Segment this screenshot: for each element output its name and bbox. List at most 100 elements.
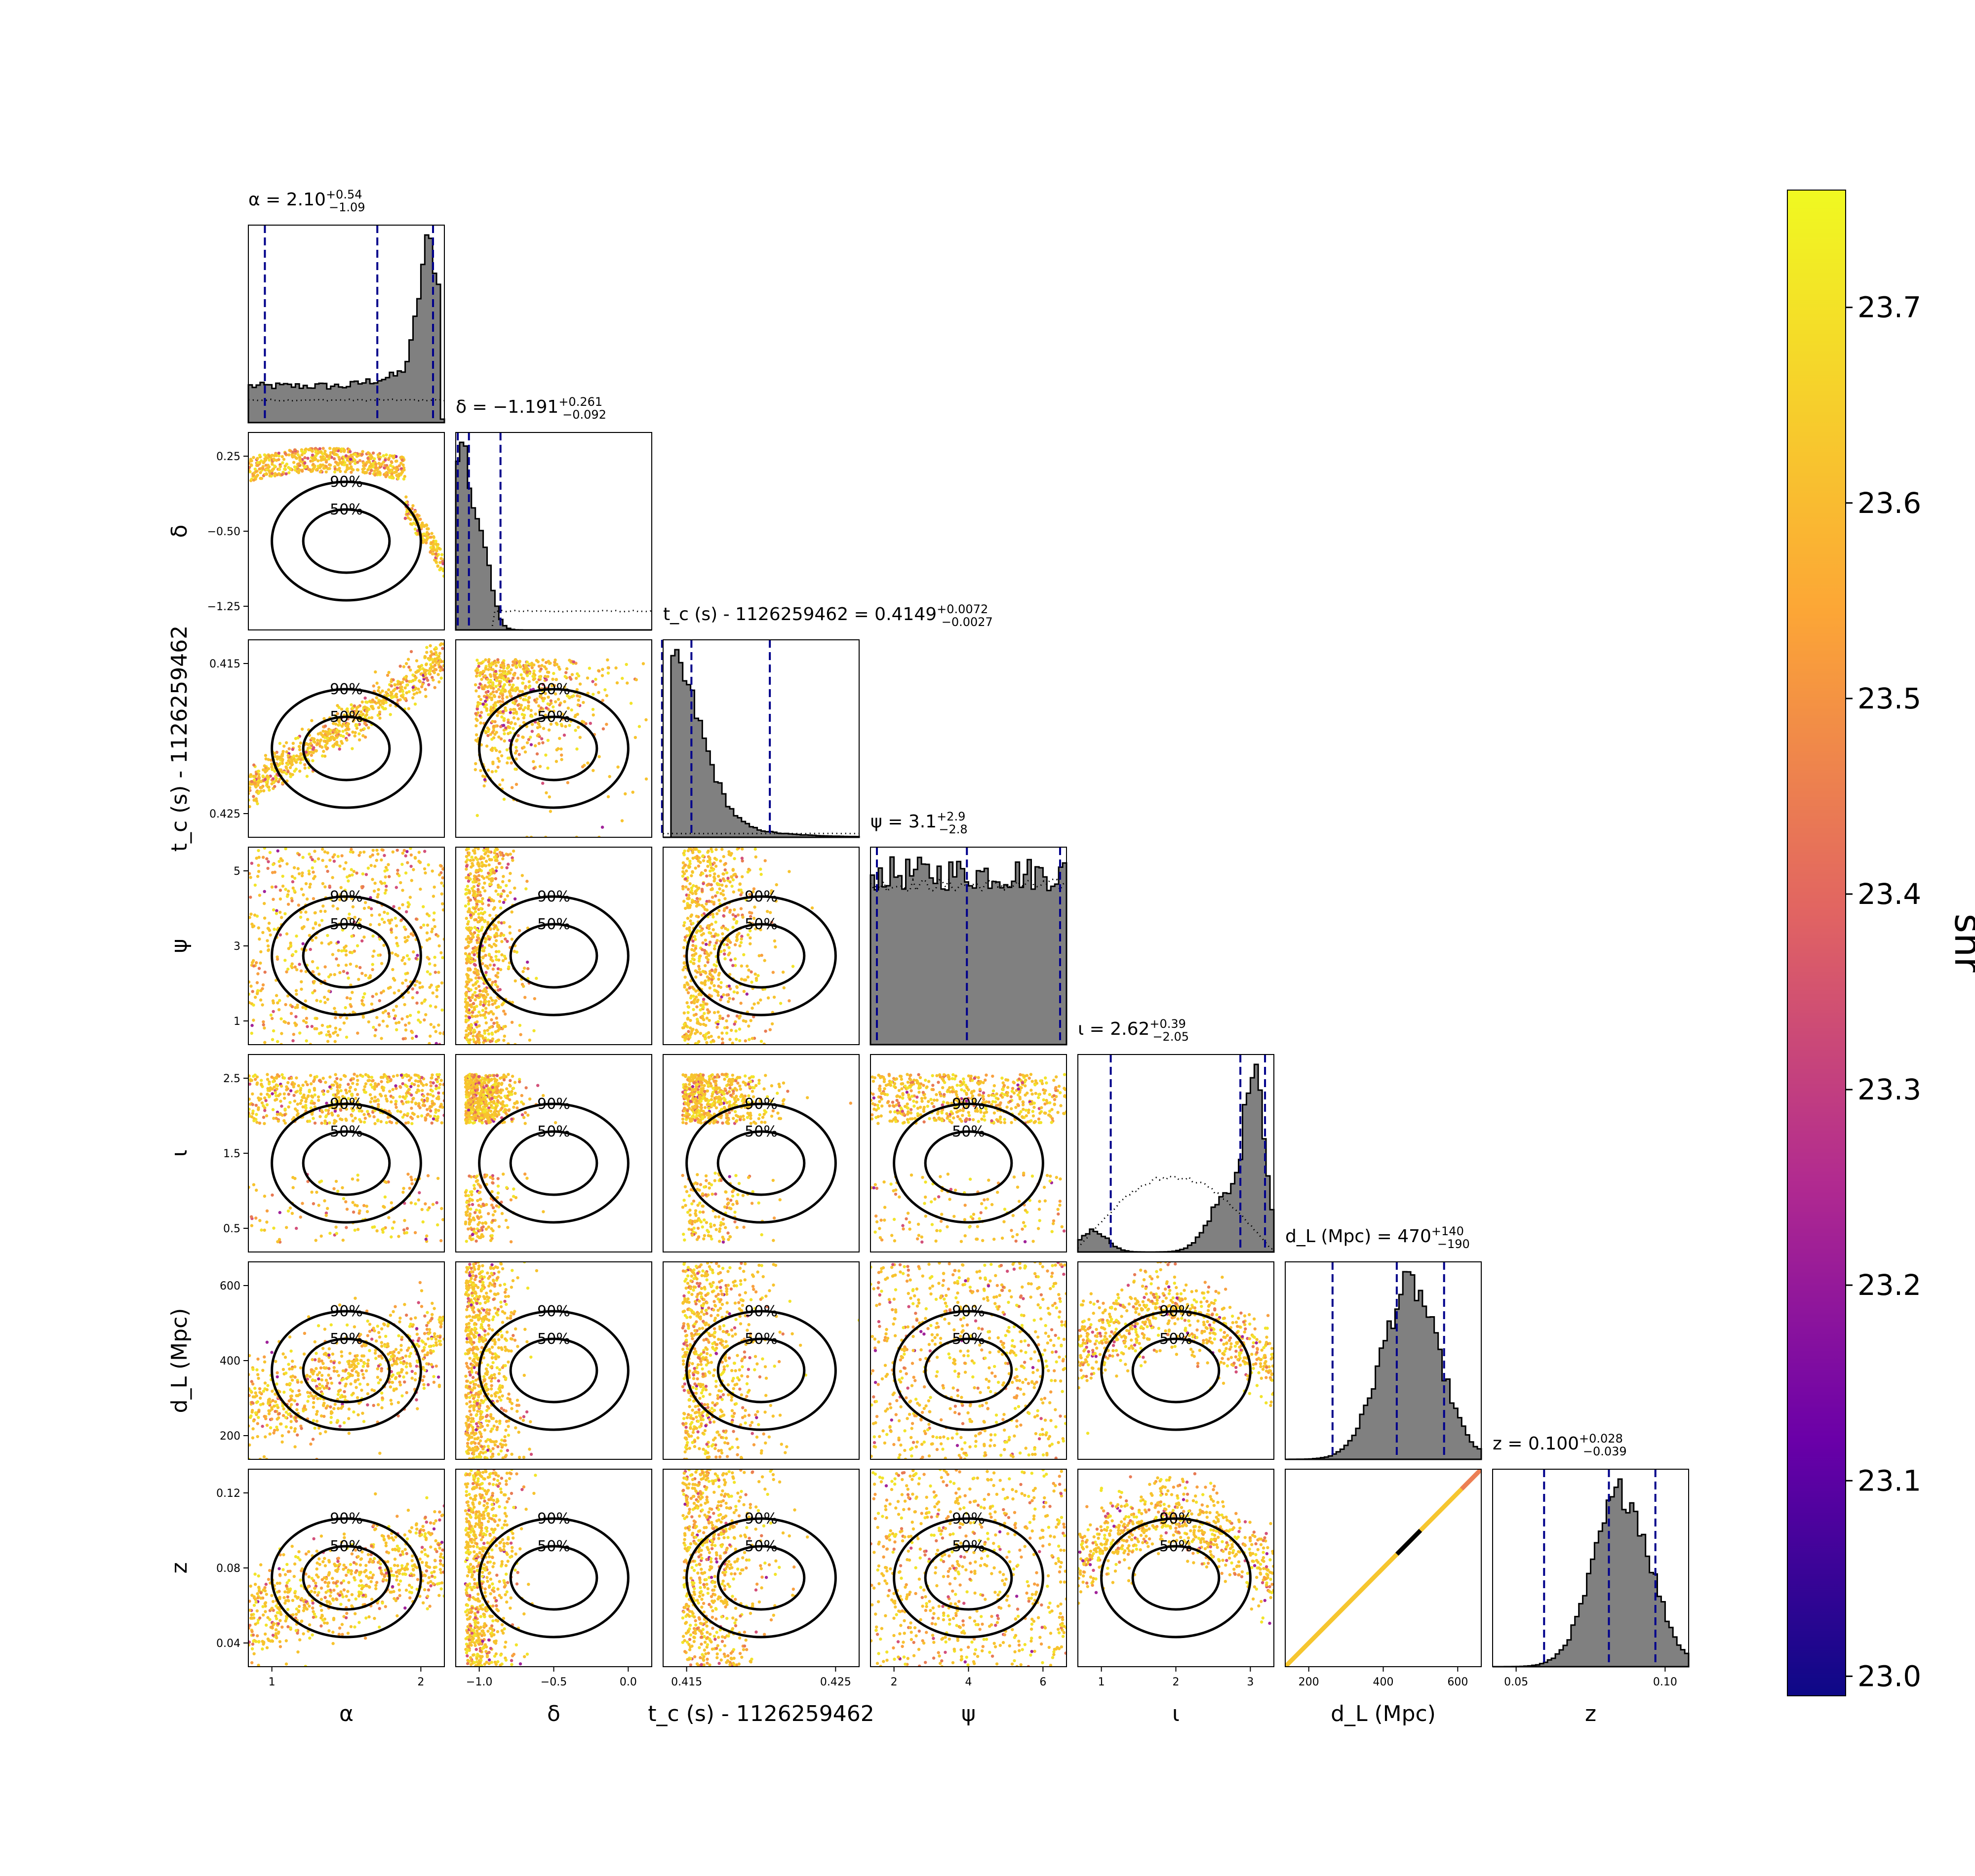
ytick-label-psi-2: 1 — [234, 1016, 240, 1028]
contour-50-3-6 — [924, 1545, 1013, 1611]
panel-frame-2-6 — [663, 1469, 860, 1667]
panel-frame-psi — [870, 847, 1067, 1045]
yaxis-label-tc: t_c (s) - 1126259462 — [167, 625, 192, 852]
title-tc: t_c (s) - 1126259462 = 0.4149+0.0072 −0.0… — [663, 602, 993, 629]
scatter-alpha-iota: 90% 50% — [248, 1072, 444, 1244]
ytick-label-delta-0: 0.25 — [216, 451, 240, 463]
panel-frame-1-5 — [455, 1261, 652, 1460]
colorbar-tick-label-6: 23.6 — [1857, 486, 1921, 520]
scatter-alpha-delta: 90% 50% — [248, 447, 444, 602]
xtick-label-dl-1: 400 — [1373, 1676, 1394, 1688]
contour-50-0-6 — [302, 1545, 391, 1611]
xtick-label-dl-0: 200 — [1299, 1676, 1319, 1688]
contour-90-0-1 — [271, 480, 422, 602]
contour-90-4-6 — [1100, 1517, 1252, 1639]
xtick-label-psi-1: 4 — [965, 1676, 972, 1688]
title-iota: ι = 2.62+0.39 −2.05 — [1078, 1017, 1189, 1044]
contour-label-90-4-6: 90% — [1159, 1510, 1192, 1527]
histogram-psi — [869, 856, 1067, 1046]
title-dl: d_L (Mpc) = 470+140 −190 — [1285, 1224, 1470, 1251]
ytick-label-iota-2: 0.5 — [223, 1223, 240, 1235]
xaxis-label-psi: ψ — [961, 1701, 976, 1726]
xtick-label-z-0: 0.05 — [1504, 1676, 1528, 1688]
contour-50-2-6 — [716, 1545, 806, 1611]
contour-50-2-4 — [716, 1130, 806, 1196]
prior-tc — [663, 832, 860, 835]
contour-label-50-2-4: 50% — [745, 1123, 778, 1140]
contour-50-3-4 — [924, 1130, 1013, 1196]
scatter-delta-iota: 90% 50% — [464, 1072, 630, 1244]
yaxis-label-z: z — [167, 1562, 192, 1573]
colorbar-tick-label-5: 23.5 — [1857, 682, 1921, 715]
ytick-label-psi-1: 3 — [234, 940, 240, 953]
contour-label-50-4-6: 50% — [1159, 1538, 1192, 1555]
histogram-tc — [663, 649, 860, 838]
contour-label-50-1-6: 50% — [537, 1538, 570, 1555]
panel-frame-2-3 — [663, 847, 860, 1045]
xtick-label-dl-2: 600 — [1447, 1676, 1468, 1688]
contour-label-90-1-6: 90% — [537, 1510, 570, 1527]
contour-90-3-5 — [893, 1310, 1044, 1431]
colorbar-tick-label-3: 23.3 — [1857, 1073, 1921, 1106]
contour-90-1-5 — [478, 1310, 630, 1431]
yaxis-label-iota: ι — [167, 1150, 192, 1157]
xaxis-label-z: z — [1585, 1701, 1596, 1726]
ytick-label-tc-0: 0.415 — [209, 658, 240, 670]
panel-frame-delta — [455, 432, 652, 630]
scatter-dl-z — [1285, 1469, 1481, 1667]
xaxis-label-delta: δ — [547, 1701, 560, 1726]
scatter-delta-psi: 90% 50% — [464, 847, 630, 1045]
contour-label-90-3-4: 90% — [952, 1095, 985, 1113]
xtick-label-z-1: 0.10 — [1653, 1676, 1677, 1688]
contour-label-90-1-3: 90% — [537, 888, 570, 905]
scatter-delta-z: 90% 50% — [464, 1469, 630, 1667]
colorbar-gradient — [1787, 190, 1846, 1696]
contour-90-2-3 — [685, 895, 837, 1016]
contour-label-50-2-6: 50% — [745, 1538, 778, 1555]
scatter-tc-psi: 90% 50% — [681, 847, 837, 1045]
contour-label-90-2-3: 90% — [745, 888, 778, 905]
panel-frame-0-2 — [248, 639, 445, 838]
scatter-tc-dl: 90% 50% — [681, 1262, 859, 1459]
contour-90-0-3 — [271, 895, 422, 1016]
scatter-alpha-tc: 90% 50% — [248, 642, 444, 809]
yaxis-label-dl: d_L (Mpc) — [167, 1308, 192, 1413]
contour-50-0-3 — [302, 923, 391, 989]
contour-90-3-4 — [893, 1102, 1044, 1224]
scatter-alpha-dl: 90% 50% — [248, 1281, 444, 1459]
contour-label-50-0-4: 50% — [330, 1123, 363, 1140]
ytick-label-dl-1: 400 — [220, 1355, 240, 1368]
contour-50-1-5 — [509, 1337, 598, 1404]
contour-label-50-1-4: 50% — [537, 1123, 570, 1140]
corner-panels: α = 2.10+0.54 −1.09 δ = −1.191+0.261 −0.092… — [167, 188, 1690, 1726]
ytick-label-dl-2: 200 — [220, 1430, 240, 1443]
xaxis-label-dl: d_L (Mpc) — [1331, 1701, 1436, 1726]
histogram-dl — [1285, 1271, 1482, 1460]
xtick-label-tc-0: 0.415 — [671, 1676, 702, 1688]
title-z: z = 0.100+0.028 −0.039 — [1493, 1432, 1627, 1458]
colorbar-tick-label-7: 23.7 — [1857, 291, 1921, 324]
histogram-alpha — [247, 234, 445, 424]
contour-50-4-5 — [1131, 1337, 1221, 1404]
contour-label-50-0-2: 50% — [330, 708, 363, 726]
contour-label-90-0-6: 90% — [330, 1510, 363, 1527]
ytick-label-dl-0: 600 — [220, 1280, 240, 1292]
xtick-label-delta-0: −1.0 — [466, 1676, 492, 1688]
histogram-z — [1493, 1478, 1690, 1668]
ytick-label-z-2: 0.04 — [216, 1638, 240, 1650]
xtick-label-iota-2: 3 — [1247, 1676, 1254, 1688]
ytick-label-psi-0: 5 — [234, 865, 240, 878]
ytick-label-iota-0: 2.5 — [223, 1073, 240, 1085]
contour-label-50-2-3: 50% — [745, 916, 778, 933]
contour-50-4-6 — [1131, 1545, 1221, 1611]
contour-label-90-3-5: 90% — [952, 1303, 985, 1320]
contour-90-0-6 — [271, 1517, 422, 1639]
colorbar-tick-label-1: 23.1 — [1857, 1464, 1921, 1497]
panel-frame-dl — [1285, 1261, 1482, 1460]
panel-frame-1-4 — [455, 1054, 652, 1252]
panel-frame-3-4 — [870, 1054, 1067, 1252]
scatter-psi-z: 90% 50% — [870, 1469, 1066, 1667]
ytick-label-delta-1: −0.50 — [207, 526, 240, 538]
panel-frame-3-5 — [870, 1261, 1067, 1460]
